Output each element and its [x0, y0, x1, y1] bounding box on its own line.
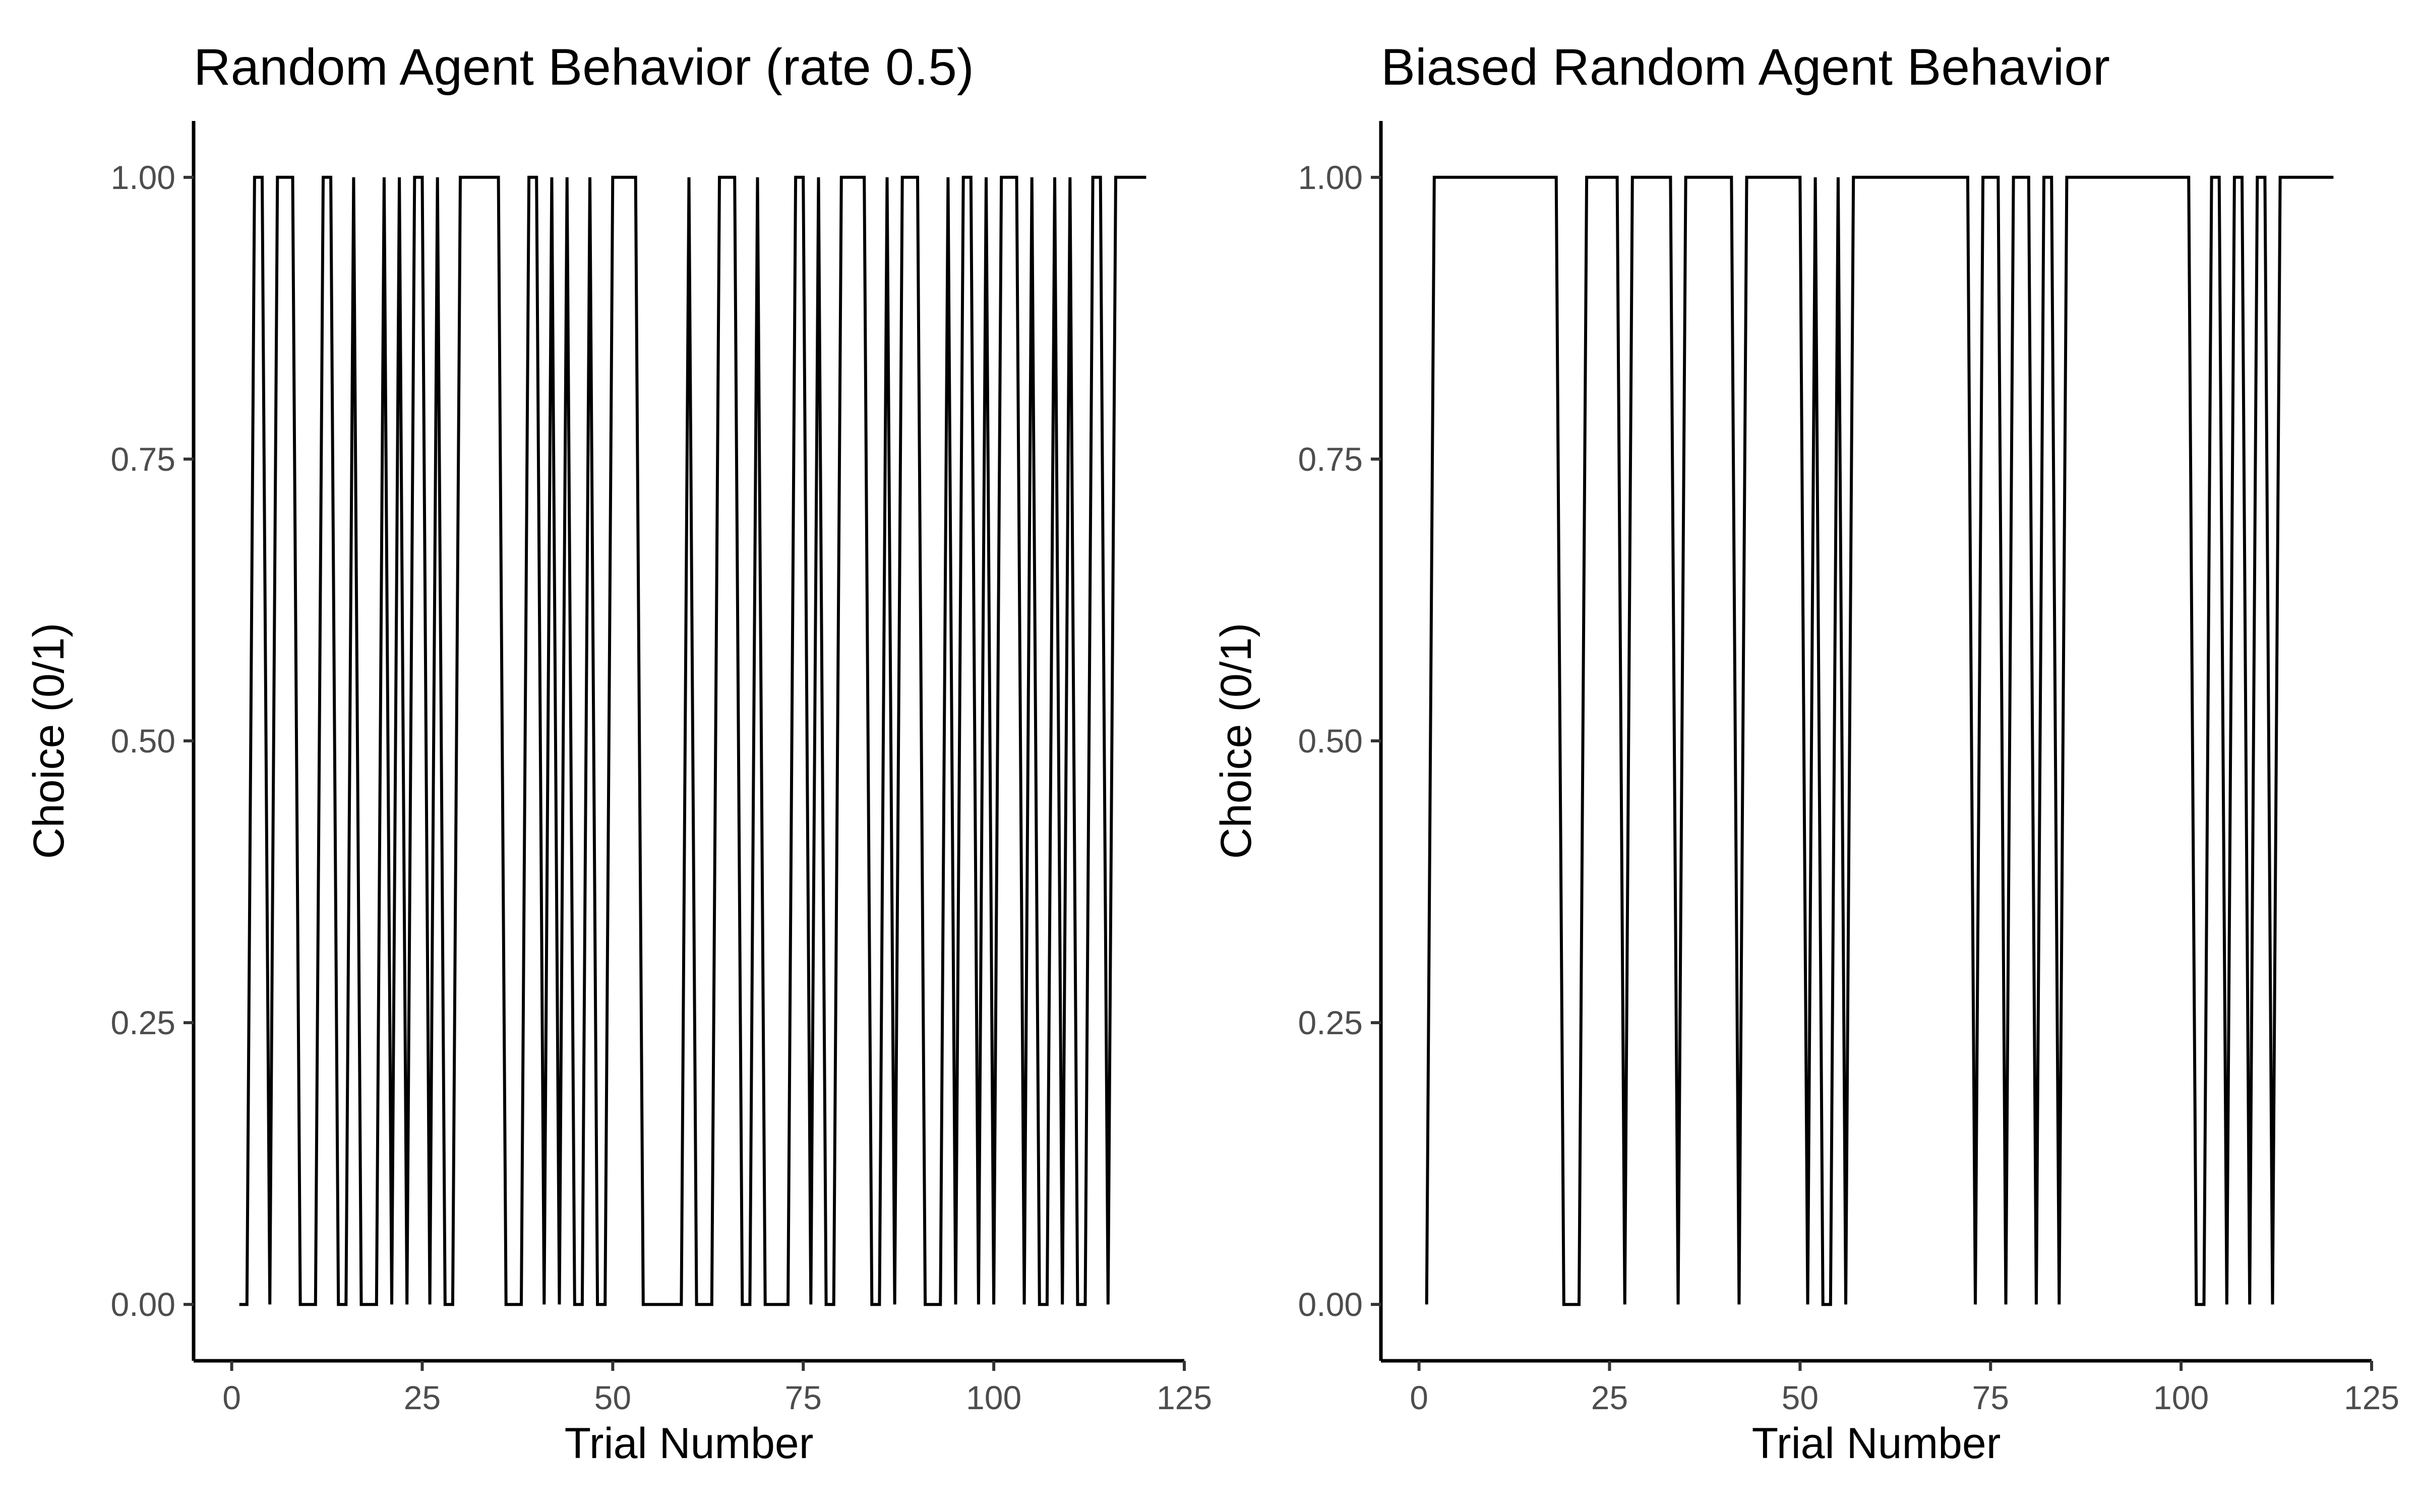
x-tick-label: 0: [222, 1379, 241, 1416]
x-tick-label: 125: [1157, 1379, 1212, 1416]
x-tick-label: 100: [2153, 1379, 2209, 1416]
x-tick-label: 50: [1782, 1379, 1819, 1416]
chart-panel-1: Random Agent Behavior (rate 0.5) 0.00 0.25…: [25, 38, 1212, 1468]
y-tick-label: 1.00: [111, 159, 175, 196]
series-line-1: [239, 175, 1146, 1306]
x-tick-label: 75: [1972, 1379, 2009, 1416]
chart-title: Biased Random Agent Behavior: [1381, 38, 2110, 96]
y-tick-label: 0.25: [111, 1004, 175, 1041]
x-tick-label: 0: [1410, 1379, 1428, 1416]
x-tick-label: 50: [594, 1379, 631, 1416]
x-tick-label: 25: [1591, 1379, 1628, 1416]
y-tick-label: 0.50: [1298, 722, 1363, 760]
x-axis-title: Trial Number: [1752, 1419, 2001, 1468]
series-line-1: [1425, 175, 2334, 1306]
chart-title: Random Agent Behavior (rate 0.5): [194, 38, 974, 96]
y-axis-title: Choice (0/1): [25, 623, 73, 859]
y-tick-label: 1.00: [1298, 159, 1363, 196]
y-tick-label: 0.50: [111, 722, 175, 760]
y-axis-title: Choice (0/1): [1212, 623, 1260, 859]
chart-panel-2: Biased Random Agent Behavior 0.00 0.25 0.50…: [1212, 38, 2399, 1468]
y-tick-label: 0.75: [111, 440, 175, 478]
x-tick-label: 25: [404, 1379, 441, 1416]
y-tick-label: 0.25: [1298, 1004, 1363, 1041]
y-tick-label: 0.75: [1298, 440, 1363, 478]
x-tick-label: 125: [2344, 1379, 2399, 1416]
x-axis-title: Trial Number: [565, 1419, 814, 1468]
x-tick-label: 100: [966, 1379, 1021, 1416]
x-tick-label: 75: [785, 1379, 822, 1416]
y-tick-label: 0.00: [111, 1286, 175, 1323]
y-tick-label: 0.00: [1298, 1286, 1363, 1323]
